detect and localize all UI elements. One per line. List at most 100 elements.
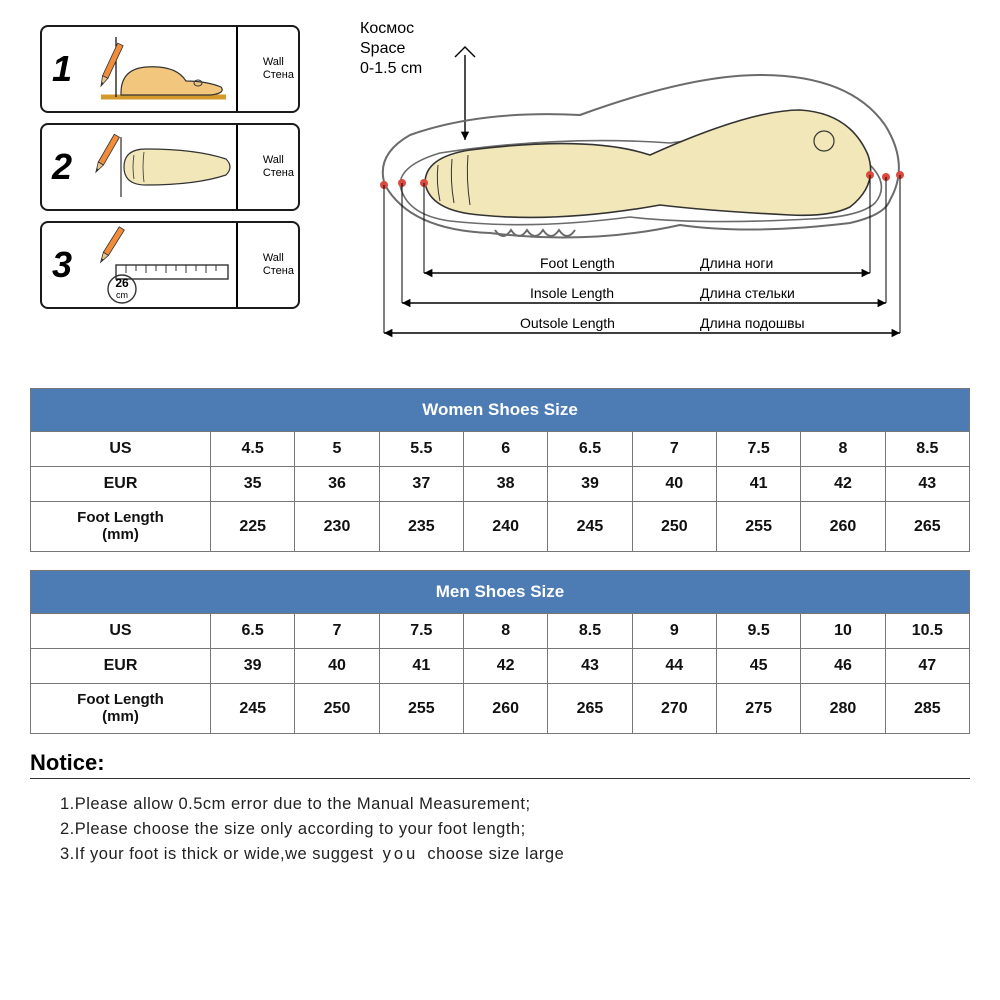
- wall-label: Wall Стена: [263, 56, 294, 82]
- ruler-mark: 26: [115, 276, 129, 290]
- size-cell: 245: [211, 684, 295, 734]
- size-cell: 255: [716, 502, 800, 552]
- size-cell: 250: [632, 502, 716, 552]
- notice-line-1: 1.Please allow 0.5cm error due to the Ma…: [60, 795, 970, 814]
- size-cell: 38: [463, 467, 547, 502]
- notice-list: 1.Please allow 0.5cm error due to the Ma…: [30, 795, 970, 864]
- wall-label: Wall Стена: [263, 154, 294, 180]
- size-cell: 39: [548, 467, 632, 502]
- step-3: 3 26 cm: [40, 221, 300, 309]
- wall-ru: Стена: [263, 167, 294, 180]
- wall-en: Wall: [263, 252, 294, 265]
- size-cell: 8.5: [548, 614, 632, 649]
- row-label: Foot Length(mm): [31, 502, 211, 552]
- foot-length-en: Foot Length: [540, 255, 615, 271]
- shoe-svg: Foot Length Длина ноги Insole Length Дли…: [330, 25, 970, 355]
- table-row: EUR353637383940414243: [31, 467, 970, 502]
- size-cell: 5: [295, 432, 379, 467]
- step1-illustration: [86, 29, 236, 109]
- size-cell: 8: [801, 432, 885, 467]
- size-cell: 9.5: [716, 614, 800, 649]
- women-title: Women Shoes Size: [31, 389, 970, 432]
- space-ru: Космос: [360, 19, 422, 39]
- size-cell: 265: [885, 502, 969, 552]
- size-cell: 8.5: [885, 432, 969, 467]
- men-size-table: Men Shoes Size US6.577.588.599.51010.5EU…: [30, 570, 970, 734]
- insole-ru: Длина стельки: [700, 285, 795, 301]
- size-cell: 39: [211, 649, 295, 684]
- insole-en: Insole Length: [530, 285, 614, 301]
- size-cell: 7.5: [379, 614, 463, 649]
- wall-en: Wall: [263, 154, 294, 167]
- size-cell: 235: [379, 502, 463, 552]
- size-cell: 40: [632, 467, 716, 502]
- size-cell: 6: [463, 432, 547, 467]
- size-cell: 265: [548, 684, 632, 734]
- notice-section: Notice: 1.Please allow 0.5cm error due t…: [0, 734, 1000, 864]
- size-cell: 35: [211, 467, 295, 502]
- row-label: US: [31, 614, 211, 649]
- space-label: Космос Space 0-1.5 cm: [360, 19, 422, 79]
- row-label: US: [31, 432, 211, 467]
- shoe-diagram-area: Космос Space 0-1.5 cm: [330, 25, 970, 360]
- ruler-unit: cm: [116, 290, 128, 300]
- row-label: EUR: [31, 649, 211, 684]
- size-cell: 275: [716, 684, 800, 734]
- size-cell: 255: [379, 684, 463, 734]
- size-cell: 260: [801, 502, 885, 552]
- size-cell: 260: [463, 684, 547, 734]
- size-cell: 5.5: [379, 432, 463, 467]
- size-cell: 6.5: [211, 614, 295, 649]
- size-cell: 44: [632, 649, 716, 684]
- notice-title: Notice:: [30, 750, 970, 779]
- men-title: Men Shoes Size: [31, 571, 970, 614]
- space-en: Space: [360, 39, 422, 59]
- notice-line-3: 3.If your foot is thick or wide,we sugge…: [60, 845, 970, 864]
- wall-ru: Стена: [263, 265, 294, 278]
- size-cell: 43: [885, 467, 969, 502]
- size-cell: 46: [801, 649, 885, 684]
- size-cell: 45: [716, 649, 800, 684]
- size-cell: 280: [801, 684, 885, 734]
- table-row: US4.555.566.577.588.5: [31, 432, 970, 467]
- size-cell: 41: [716, 467, 800, 502]
- outsole-ru: Длина подошвы: [700, 315, 805, 331]
- size-cell: 10.5: [885, 614, 969, 649]
- foot-length-ru: Длина ноги: [700, 255, 773, 271]
- outsole-en: Outsole Length: [520, 315, 615, 331]
- size-cell: 7.5: [716, 432, 800, 467]
- size-cell: 270: [632, 684, 716, 734]
- wall-label: Wall Стена: [263, 252, 294, 278]
- step2-illustration: [86, 127, 236, 207]
- size-cell: 6.5: [548, 432, 632, 467]
- table-row: Foot Length(mm)2452502552602652702752802…: [31, 684, 970, 734]
- size-cell: 47: [885, 649, 969, 684]
- space-value: 0-1.5 cm: [360, 59, 422, 79]
- size-cell: 43: [548, 649, 632, 684]
- size-cell: 4.5: [211, 432, 295, 467]
- step-number: 3: [52, 244, 86, 286]
- step-1: 1 Wall Стена: [40, 25, 300, 113]
- size-cell: 285: [885, 684, 969, 734]
- table-row: US6.577.588.599.51010.5: [31, 614, 970, 649]
- wall-ru: Стена: [263, 69, 294, 82]
- size-cell: 41: [379, 649, 463, 684]
- women-body: US4.555.566.577.588.5EUR3536373839404142…: [31, 432, 970, 552]
- table-row: Foot Length(mm)2252302352402452502552602…: [31, 502, 970, 552]
- step-number: 2: [52, 146, 86, 188]
- size-tables: Women Shoes Size US4.555.566.577.588.5EU…: [0, 388, 1000, 734]
- size-cell: 230: [295, 502, 379, 552]
- step-2: 2 Wall Стена: [40, 123, 300, 211]
- row-label: EUR: [31, 467, 211, 502]
- size-cell: 37: [379, 467, 463, 502]
- size-cell: 7: [632, 432, 716, 467]
- size-cell: 225: [211, 502, 295, 552]
- size-cell: 245: [548, 502, 632, 552]
- top-area: 1 Wall Стена: [0, 0, 1000, 370]
- table-row: EUR394041424344454647: [31, 649, 970, 684]
- men-body: US6.577.588.599.51010.5EUR39404142434445…: [31, 614, 970, 734]
- size-cell: 42: [463, 649, 547, 684]
- size-cell: 250: [295, 684, 379, 734]
- measurement-steps: 1 Wall Стена: [40, 25, 300, 360]
- size-cell: 42: [801, 467, 885, 502]
